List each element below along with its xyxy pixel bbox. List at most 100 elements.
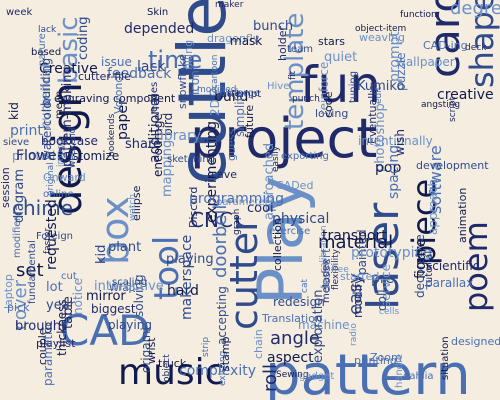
cloud-word: fundamental	[27, 240, 38, 304]
cloud-word: coding	[76, 16, 91, 60]
cloud-word: creative	[437, 87, 494, 103]
cloud-word: Flower	[16, 148, 63, 164]
cloud-word: maker	[215, 0, 244, 10]
cloud-word: wallpaper	[396, 55, 455, 69]
cloud-word: sieve	[3, 137, 30, 148]
cloud-word: Skin	[147, 7, 169, 18]
cloud-word: snowflake	[176, 54, 189, 109]
cloud-word: based	[31, 47, 62, 58]
cloud-word: object	[162, 354, 172, 382]
cloud-word: bunch	[253, 19, 294, 34]
cloud-word: dahlia	[403, 371, 434, 382]
cloud-word: customize	[58, 149, 120, 163]
cloud-word: approach	[426, 178, 440, 235]
cloud-word: attempt	[221, 89, 262, 100]
cloud-word: animation	[456, 187, 469, 243]
cloud-word: playing	[108, 318, 152, 332]
cloud-word: wrist	[145, 337, 158, 364]
cloud-word: scientific	[426, 259, 480, 273]
cloud-word: weaving	[359, 31, 406, 44]
cloud-word: set	[16, 260, 44, 281]
cloud-word: biggest	[91, 302, 136, 316]
cloud-word: exporting	[281, 151, 329, 162]
cloud-word: radio	[349, 323, 359, 346]
cloud-word: session	[0, 167, 12, 208]
cloud-word: lack	[38, 25, 57, 35]
cloud-word: lot	[46, 280, 63, 295]
cloud-word: physical	[272, 211, 330, 227]
cloud-word: parallax	[425, 276, 474, 290]
cloud-word: print	[10, 123, 43, 139]
cloud-word: cool	[247, 201, 274, 216]
cloud-word: stars	[318, 35, 346, 48]
cloud-word: doll	[375, 289, 389, 311]
cloud-word: watch	[128, 193, 138, 221]
cloud-word: depended	[124, 21, 195, 37]
cloud-word: designed	[451, 335, 500, 348]
cloud-word: truck	[158, 357, 187, 370]
cloud-word: hard	[167, 283, 199, 299]
cloud-word: machine	[298, 318, 350, 332]
cloud-word: easily	[271, 145, 281, 172]
cloud-word: collection	[271, 218, 284, 271]
cloud-word: chime	[12, 196, 74, 220]
cloud-word: Translation	[262, 312, 322, 325]
cloud-word: additional	[147, 93, 163, 163]
cloud-word: Foreign	[36, 231, 74, 242]
cloud-word: diagram	[12, 168, 27, 223]
cloud-word: Creative	[39, 61, 98, 77]
cloud-word: edit	[374, 86, 384, 104]
cloud-word: project	[190, 107, 378, 170]
cloud-word: holder	[276, 25, 289, 61]
cloud-word: exploration	[311, 289, 326, 364]
cloud-word: spacing	[386, 144, 402, 199]
cloud-word: music	[118, 352, 225, 393]
cloud-word: Sewing	[276, 370, 309, 380]
cloud-word: modified	[197, 85, 237, 95]
cloud-word: time	[148, 46, 203, 74]
cloud-word: pre	[371, 271, 394, 287]
cloud-word: year	[46, 298, 76, 313]
cloud-word: mean	[54, 90, 65, 119]
cloud-word: pick	[7, 301, 30, 314]
cloud-word: gadget	[299, 371, 335, 382]
cloud-word: degrees	[450, 0, 500, 19]
cloud-word: stamp	[219, 336, 232, 371]
cloud-word: quiet	[324, 50, 358, 65]
cloud-word: requested	[44, 199, 60, 270]
cloud-word: engraving component	[54, 92, 176, 105]
cloud-word: free	[331, 265, 349, 275]
cloud-word: build	[214, 89, 249, 105]
cloud-word: pattern	[265, 343, 471, 400]
cloud-word: plant	[108, 240, 142, 255]
cloud-word: cells	[379, 307, 400, 317]
cloud-word: printing	[354, 354, 397, 367]
cloud-word: Zoom	[370, 351, 402, 364]
cloud-word: CAD-ing	[423, 39, 468, 52]
cloud-word: 2D	[208, 99, 222, 116]
cloud-word: loving	[315, 107, 349, 120]
cloud-word: deck	[465, 43, 487, 53]
cloud-word: prototyping	[351, 245, 433, 261]
cloud-word: object-item	[355, 24, 407, 34]
cloud-word: cutter-file	[78, 70, 131, 83]
cloud-word: playlist	[36, 337, 76, 350]
cloud-word: situation	[440, 336, 451, 380]
cloud-word: started	[340, 270, 380, 283]
cloud-word: share	[125, 137, 162, 152]
cloud-word: handle	[394, 353, 405, 388]
cloud-word: printed	[12, 149, 56, 163]
cloud-word: team	[287, 44, 313, 55]
cloud-word: brought	[15, 319, 67, 334]
cloud-word: library	[156, 128, 202, 144]
cloud-word: Kumiko	[357, 79, 405, 94]
cloud-word: development	[416, 159, 489, 172]
cloud-word: CADed	[276, 179, 314, 192]
cloud-word: mirror	[86, 289, 126, 304]
cloud-word: parameters	[216, 197, 275, 208]
cloud-word: bookcase	[41, 134, 98, 148]
cloud-word: chain	[252, 329, 265, 359]
cloud-word: complexity	[179, 363, 256, 379]
cloud-word: cartoon	[210, 54, 220, 89]
cloud-word: playing	[166, 252, 214, 267]
